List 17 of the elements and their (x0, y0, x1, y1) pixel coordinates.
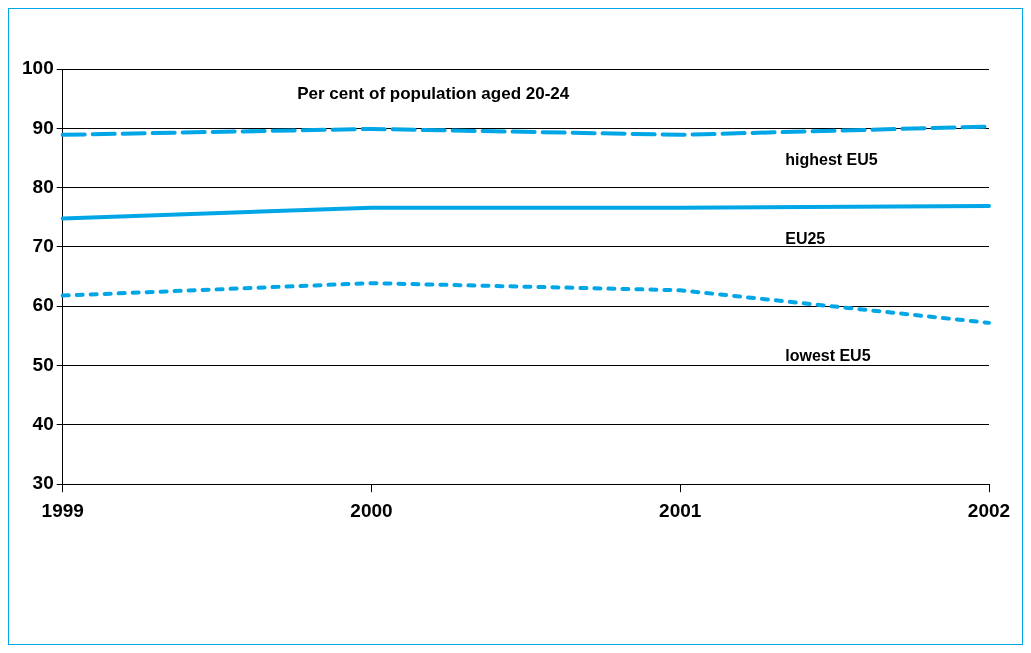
series-label: highest EU5 (785, 150, 878, 168)
y-tick-label: 90 (32, 116, 54, 138)
x-tick-label: 2002 (967, 499, 1011, 521)
y-tick-label: 100 (22, 57, 54, 79)
y-tick-label: 80 (32, 175, 54, 197)
y-tick-label: 60 (32, 294, 54, 316)
x-tick-label: 2001 (659, 499, 702, 521)
text: Per cent of population aged 20-24 (297, 84, 570, 104)
y-tick-label: 40 (32, 413, 54, 435)
line-series (60, 281, 991, 325)
text: lowest EU5 (785, 347, 871, 365)
y-tick-label: 70 (32, 235, 54, 257)
series-label: EU25 (785, 230, 826, 248)
x-tick-label: 2000 (350, 499, 393, 521)
y-tick-label: 50 (32, 353, 54, 375)
x-tick-label: 1999 (41, 499, 84, 521)
y-tick-label: 30 (32, 472, 54, 494)
